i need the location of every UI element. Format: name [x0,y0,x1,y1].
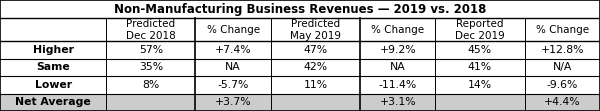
Bar [0,76,600,94]
Text: Same: Same [36,62,70,72]
Text: 45%: 45% [468,45,492,55]
Text: 41%: 41% [468,62,492,72]
Bar [0,94,600,111]
Text: % Change: % Change [371,25,424,35]
Text: NA: NA [390,62,406,72]
Text: N/A: N/A [553,62,572,72]
Text: +3.1%: +3.1% [379,97,416,107]
Text: Predicted
Dec 2018: Predicted Dec 2018 [126,19,176,41]
Text: % Change: % Change [536,25,589,35]
Text: 35%: 35% [139,62,163,72]
Text: -5.7%: -5.7% [217,80,249,90]
Text: % Change: % Change [206,25,260,35]
Text: 42%: 42% [304,62,328,72]
Text: +7.4%: +7.4% [215,45,251,55]
Text: 11%: 11% [304,80,328,90]
Text: Lower: Lower [35,80,72,90]
Text: +9.2%: +9.2% [379,45,416,55]
Text: +4.4%: +4.4% [544,97,581,107]
Bar [0,41,600,59]
Text: Predicted
May 2019: Predicted May 2019 [290,19,341,41]
Bar [0,0,600,19]
Text: 8%: 8% [142,80,160,90]
Text: -9.6%: -9.6% [547,80,578,90]
Text: +12.8%: +12.8% [541,45,584,55]
Text: NA: NA [225,62,241,72]
Text: -11.4%: -11.4% [379,80,417,90]
Text: Net Average: Net Average [15,97,91,107]
Text: +3.7%: +3.7% [215,97,251,107]
Text: 57%: 57% [139,45,163,55]
Text: Non-Manufacturing Business Revenues — 2019 vs. 2018: Non-Manufacturing Business Revenues — 20… [114,3,486,16]
Bar [0,59,600,76]
Bar [0,19,600,41]
Text: 14%: 14% [468,80,492,90]
Text: 47%: 47% [304,45,328,55]
Text: Reported
Dec 2019: Reported Dec 2019 [455,19,505,41]
Text: Higher: Higher [32,45,74,55]
